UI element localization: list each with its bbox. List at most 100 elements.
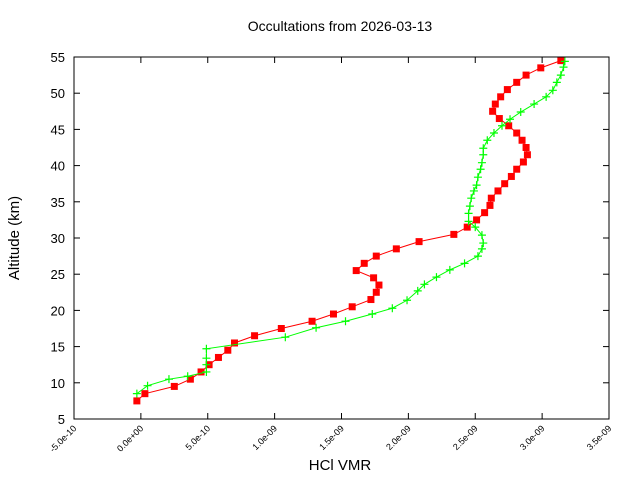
data-point (537, 64, 545, 72)
data-point (518, 136, 526, 144)
data-point (460, 259, 469, 268)
data-point (513, 165, 521, 173)
data-point (497, 93, 505, 101)
data-point (489, 129, 498, 138)
data-point (560, 57, 569, 66)
x-tick-label: -5.0e-10 (48, 423, 79, 454)
data-point (420, 280, 429, 289)
data-point (141, 390, 149, 398)
data-point (552, 78, 561, 87)
data-point (483, 136, 492, 145)
data-point (415, 238, 423, 246)
chart-title: Occultations from 2026-03-13 (248, 18, 433, 34)
data-point (164, 375, 173, 384)
x-tick-label: 1.0e-09 (250, 423, 279, 452)
data-point (132, 389, 141, 398)
data-point (467, 194, 476, 203)
data-point (477, 158, 486, 167)
data-point (479, 239, 488, 248)
data-point (197, 368, 205, 376)
x-tick-label: 0.0e+00 (115, 423, 145, 453)
data-point (231, 339, 238, 347)
data-point (277, 325, 285, 332)
data-point (432, 273, 441, 282)
data-point (133, 397, 141, 405)
data-point (523, 151, 531, 159)
data-point (251, 332, 259, 340)
series-2 (132, 57, 569, 398)
y-tick-label: 25 (51, 267, 65, 282)
data-point (372, 252, 380, 260)
x-tick-label: 2.0e-09 (384, 423, 413, 452)
data-point (170, 382, 178, 390)
data-point (183, 372, 192, 381)
data-point (506, 115, 515, 124)
data-point (464, 209, 473, 218)
data-point (312, 323, 321, 332)
data-point (503, 86, 511, 94)
y-tick-label: 35 (51, 195, 65, 210)
data-point (501, 180, 509, 188)
data-point (479, 144, 488, 153)
y-tick-label: 50 (51, 86, 65, 101)
data-point (505, 122, 513, 130)
data-point (341, 317, 350, 326)
y-tick-label: 40 (51, 159, 65, 174)
data-point (513, 129, 521, 137)
data-point (370, 274, 378, 282)
data-point (557, 57, 565, 65)
data-point (498, 121, 506, 130)
x-tick-label: 2.5e-09 (451, 423, 480, 452)
y-tick-label: 5 (58, 412, 65, 427)
data-point (473, 173, 482, 182)
data-point (556, 71, 565, 80)
data-point (281, 333, 290, 342)
data-point (477, 244, 486, 253)
data-point (495, 115, 503, 123)
y-tick-label: 20 (51, 303, 65, 318)
data-point (202, 367, 211, 376)
data-point (472, 181, 481, 190)
data-point (202, 354, 211, 363)
y-tick-label: 30 (51, 231, 65, 246)
data-point (352, 267, 360, 275)
data-point (522, 144, 530, 151)
data-point (463, 223, 471, 231)
data-point (487, 194, 495, 202)
series-line (136, 61, 566, 395)
data-point (464, 217, 473, 226)
data-point (372, 288, 380, 296)
y-tick-label: 45 (51, 122, 65, 137)
x-tick-label: 1.5e-09 (317, 423, 346, 452)
y-tick-label: 10 (51, 376, 65, 391)
data-point (548, 86, 557, 95)
data-point (445, 265, 454, 274)
data-point (214, 353, 222, 361)
y-tick-label: 55 (51, 50, 65, 65)
data-point (494, 187, 502, 195)
axes: 5 10 15 20 25 30 35 40 45 50 55 -5.0e-10 0.0e+00 5.0e… (48, 50, 614, 454)
x-tick-label: 5.0e-10 (184, 423, 213, 452)
data-point (388, 304, 397, 313)
data-point (469, 186, 478, 195)
series-line (136, 60, 562, 402)
data-point (513, 78, 521, 86)
data-point (308, 317, 316, 325)
data-point (348, 303, 356, 311)
plot-frame (73, 56, 610, 420)
data-point (471, 223, 480, 232)
data-point (403, 296, 412, 305)
data-point (519, 158, 527, 166)
series-group (132, 57, 569, 405)
data-point (224, 346, 232, 354)
data-point (392, 245, 400, 253)
data-point (481, 209, 489, 217)
y-axis-label: Altitude (km) (6, 196, 23, 280)
x-tick-label: 3.0e-09 (518, 423, 547, 452)
data-point (559, 63, 568, 72)
data-point (530, 100, 539, 109)
data-point (473, 252, 482, 261)
data-point (486, 201, 494, 209)
data-point (143, 381, 152, 390)
